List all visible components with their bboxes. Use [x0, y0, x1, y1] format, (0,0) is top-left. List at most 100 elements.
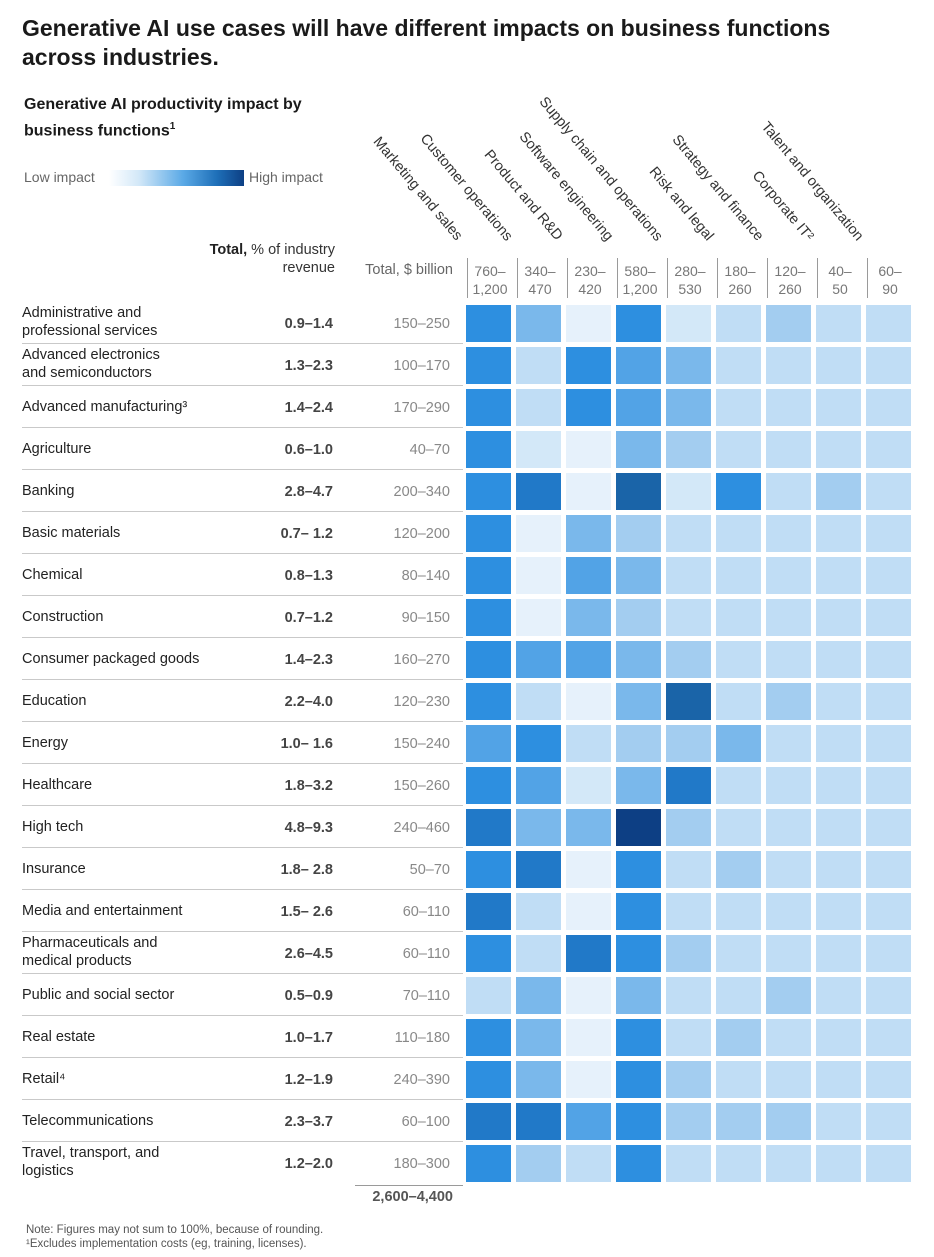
heatmap-cell — [766, 1061, 811, 1098]
industry-label: Insurance — [22, 861, 86, 877]
heatmap-cell — [816, 893, 861, 930]
heatmap-cell — [766, 767, 811, 804]
heatmap-cell — [766, 557, 811, 594]
heatmap-cell — [516, 641, 561, 678]
row-divider — [22, 1141, 463, 1142]
industry-label: High tech — [22, 819, 84, 835]
heatmap-cell — [466, 683, 511, 720]
heatmap-cell — [716, 599, 761, 636]
heatmap-cell — [666, 935, 711, 972]
heatmap-cell — [616, 1019, 661, 1056]
heatmap-cell — [716, 431, 761, 468]
industry-total-billion: 110–180 — [394, 1030, 450, 1046]
row-divider — [22, 553, 463, 554]
industry-total-percent: 1.2–1.9 — [284, 1072, 333, 1088]
industry-label: Healthcare — [22, 777, 93, 793]
heatmap-cell — [866, 557, 911, 594]
heatmap-cell — [716, 473, 761, 510]
heatmap-cell — [466, 431, 511, 468]
heatmap-cell — [716, 557, 761, 594]
heatmap-cell — [566, 725, 611, 762]
heatmap-cell — [666, 347, 711, 384]
row-divider — [22, 847, 463, 848]
heatmap-cell — [516, 557, 561, 594]
heatmap-cell — [466, 851, 511, 888]
row-divider — [22, 973, 463, 974]
heatmap-cell — [766, 935, 811, 972]
heatmap-cell — [616, 893, 661, 930]
heatmap-cell — [666, 599, 711, 636]
heatmap-cell — [566, 515, 611, 552]
industry-label: Education — [22, 693, 87, 709]
industry-total-billion: 60–110 — [402, 904, 450, 920]
heatmap-cell — [466, 1103, 511, 1140]
function-label-strategy-and-finance: Strategy and finance — [668, 132, 767, 245]
heatmap-cell — [816, 935, 861, 972]
industry-total-billion: 170–290 — [393, 400, 450, 416]
heatmap-cell — [616, 305, 661, 342]
heatmap-cell — [766, 599, 811, 636]
heatmap-cell — [616, 683, 661, 720]
heatmap-cell — [616, 557, 661, 594]
header-total-percent-rest: % of industry revenue — [247, 242, 335, 276]
heatmap-cell — [866, 347, 911, 384]
heatmap-cell — [866, 893, 911, 930]
heatmap-cell — [766, 851, 811, 888]
heatmap-cell — [816, 557, 861, 594]
heatmap-cell — [766, 893, 811, 930]
function-divider — [817, 258, 818, 298]
function-range-software-engineering: 580– 1,200 — [622, 263, 658, 297]
industry-total-billion: 100–170 — [393, 358, 450, 374]
heatmap-cell — [866, 935, 911, 972]
heatmap-cell — [616, 347, 661, 384]
heatmap-cell — [516, 515, 561, 552]
industry-label: Telecommunications — [22, 1113, 154, 1129]
function-divider — [767, 258, 768, 298]
heatmap-cell — [466, 935, 511, 972]
heatmap-cell — [716, 389, 761, 426]
function-label-customer-operations: Customer operations — [416, 130, 516, 244]
heatmap-cell — [566, 935, 611, 972]
heatmap-cell — [666, 1145, 711, 1182]
subtitle-text: Generative AI productivity impact by bus… — [24, 96, 302, 140]
heatmap-cell — [716, 515, 761, 552]
heatmap-cell — [616, 599, 661, 636]
industry-total-percent: 0.8–1.3 — [284, 568, 333, 584]
heatmap-cell — [466, 347, 511, 384]
heatmap-cell — [666, 851, 711, 888]
heatmap-cell — [866, 809, 911, 846]
heatmap-cell — [616, 473, 661, 510]
heatmap-cell — [666, 557, 711, 594]
function-range-supply-chain-and-operations: 280– 530 — [674, 263, 706, 297]
heatmap-cell — [866, 1145, 911, 1182]
industry-total-percent: 0.7– 1.2 — [280, 526, 333, 542]
heatmap-cell — [616, 1103, 661, 1140]
industry-label: Real estate — [22, 1029, 96, 1045]
industry-total-billion: 50–70 — [409, 862, 450, 878]
heatmap-cell — [866, 431, 911, 468]
heatmap-cell — [766, 977, 811, 1014]
heatmap-cell — [766, 389, 811, 426]
industry-total-percent: 1.4–2.4 — [284, 400, 333, 416]
industry-total-percent: 1.8– 2.8 — [280, 862, 333, 878]
heatmap-cell — [766, 725, 811, 762]
heatmap-cell — [616, 515, 661, 552]
heatmap-cell — [516, 893, 561, 930]
heatmap-cell — [616, 641, 661, 678]
row-divider — [22, 721, 463, 722]
heatmap-cell — [866, 1019, 911, 1056]
heatmap-cell — [616, 431, 661, 468]
function-range-customer-operations: 340– 470 — [524, 263, 556, 297]
industry-total-percent: 0.5–0.9 — [284, 988, 333, 1004]
heatmap-cell — [866, 767, 911, 804]
row-divider — [22, 889, 463, 890]
heatmap-cell — [466, 599, 511, 636]
row-divider — [22, 427, 463, 428]
heatmap-cell — [816, 809, 861, 846]
heatmap-cell — [816, 1019, 861, 1056]
legend-high-label: High impact — [249, 169, 323, 185]
industry-label: Advanced manufacturing³ — [22, 399, 188, 415]
heatmap-cell — [816, 305, 861, 342]
heatmap-cell — [666, 473, 711, 510]
row-divider — [22, 1015, 463, 1016]
